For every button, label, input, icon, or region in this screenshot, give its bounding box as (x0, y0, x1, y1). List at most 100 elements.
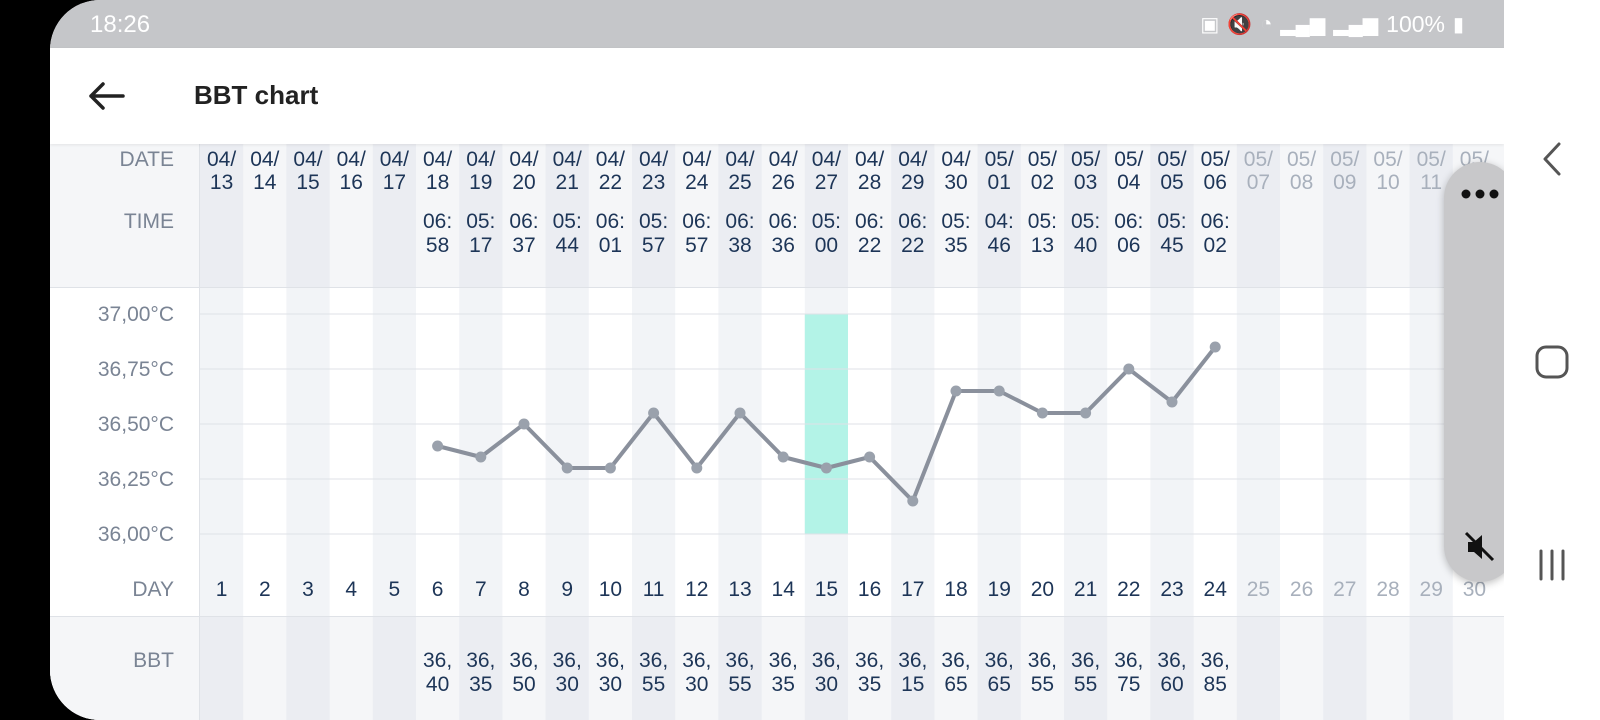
bbt-data-point (864, 451, 876, 463)
nav-back-button[interactable] (1524, 131, 1580, 187)
bbt-value-label: 36, (1201, 649, 1230, 672)
bbt-value-label: 55 (642, 673, 665, 696)
day-label: 22 (1117, 578, 1140, 601)
date-label: 04/ (207, 148, 236, 171)
date-label: 04/ (337, 148, 366, 171)
day-label: 3 (302, 578, 314, 601)
time-label: 05: (639, 210, 668, 233)
app-screen: 18:26 ▣ 🔇 ◔ ▂▄▆ ▂▄▆ 100% ▮ BBT chart 37,… (50, 0, 1504, 720)
bbt-value-label: 50 (512, 673, 535, 696)
day-label: 9 (561, 578, 573, 601)
status-time: 18:26 (90, 11, 151, 38)
header-band (50, 144, 1504, 288)
bbt-value-label: 35 (858, 673, 881, 696)
date-row-label: DATE (120, 148, 174, 171)
column-stripe (1236, 144, 1280, 720)
bbt-data-point (1166, 396, 1178, 408)
time-label: 05: (1028, 210, 1057, 233)
day-label: 8 (518, 578, 530, 601)
day-row-label: DAY (132, 578, 174, 601)
date-label: 05/ (1330, 148, 1359, 171)
bbt-data-point (1209, 341, 1221, 353)
app-bar: BBT chart (50, 48, 1504, 144)
time-row-label: TIME (124, 210, 174, 233)
bbt-chart[interactable]: 37,00°C 36,75°C 36,50°C 36,25°C 36,00°C DATE T… (50, 144, 1504, 720)
bbt-chart-svg: 37,00°C 36,75°C 36,50°C 36,25°C 36,00°C DATE T… (50, 144, 1504, 720)
column-stripe (286, 144, 330, 720)
date-label: 26 (772, 171, 795, 194)
date-label: 27 (815, 171, 838, 194)
time-label: 46 (988, 234, 1011, 257)
date-label: 04/ (596, 148, 625, 171)
day-label: 10 (599, 578, 622, 601)
date-label: 30 (944, 171, 967, 194)
bbt-data-point (907, 495, 919, 507)
bbt-value-label: 30 (815, 673, 838, 696)
bbt-data-point (432, 440, 444, 452)
more-button[interactable] (1450, 172, 1504, 216)
mute-button[interactable] (1450, 522, 1504, 572)
date-label: 05/ (1071, 148, 1100, 171)
day-label: 17 (901, 578, 924, 601)
date-label: 04/ (769, 148, 798, 171)
day-label: 21 (1074, 578, 1097, 601)
nav-home-button[interactable] (1524, 334, 1580, 390)
bbt-value-label: 60 (1160, 673, 1183, 696)
status-icons: ▣ 🔇 ◔ ▂▄▆ ▂▄▆ 100% ▮ (1200, 11, 1464, 38)
bbt-value-label: 36, (769, 649, 798, 672)
column-stripe (545, 144, 589, 720)
bbt-value-label: 40 (426, 673, 449, 696)
day-label: 1 (216, 578, 228, 601)
time-label: 04: (985, 210, 1014, 233)
date-label: 05/ (1244, 148, 1273, 171)
mute-icon (1464, 531, 1495, 562)
day-label: 28 (1376, 578, 1399, 601)
date-label: 17 (383, 171, 406, 194)
date-label: 18 (426, 171, 449, 194)
date-label: 05/ (1114, 148, 1143, 171)
wifi-icon: ◔ (1260, 13, 1273, 35)
time-label: 06 (1117, 234, 1140, 257)
nav-recents-button[interactable] (1524, 537, 1580, 593)
time-label: 57 (685, 234, 708, 257)
date-label: 24 (685, 171, 709, 194)
time-label: 05: (1157, 210, 1186, 233)
bbt-value-label: 35 (772, 673, 795, 696)
arrow-left-icon (89, 82, 125, 110)
bbt-data-point (1080, 407, 1092, 419)
day-label: 13 (728, 578, 751, 601)
time-label: 06: (682, 210, 711, 233)
page-title: BBT chart (194, 80, 319, 110)
time-label: 35 (944, 234, 967, 257)
bbt-value-label: 85 (1204, 673, 1227, 696)
bbt-data-point (648, 407, 660, 419)
bbt-value-label: 36, (509, 649, 538, 672)
back-button[interactable] (80, 70, 132, 122)
time-label: 01 (599, 234, 622, 257)
bbt-data-point (475, 451, 487, 463)
bbt-value-label: 36, (1157, 649, 1186, 672)
date-label: 14 (253, 171, 277, 194)
time-label: 05: (941, 210, 970, 233)
bbt-data-point (1123, 363, 1135, 375)
bbt-data-point (950, 385, 962, 397)
column-stripe (891, 144, 935, 720)
date-label: 28 (858, 171, 881, 194)
date-label: 22 (599, 171, 622, 194)
bbt-value-label: 30 (556, 673, 579, 696)
bbt-row-label: BBT (133, 649, 174, 672)
bbt-value-label: 36, (639, 649, 668, 672)
time-label: 05: (553, 210, 582, 233)
day-label: 25 (1247, 578, 1270, 601)
day-label: 29 (1420, 578, 1443, 601)
date-label: 04/ (725, 148, 754, 171)
day-label: 19 (988, 578, 1011, 601)
time-label: 44 (556, 234, 580, 257)
nav-home-icon (1535, 345, 1569, 379)
bbt-data-point (820, 462, 832, 474)
date-label: 05/ (1157, 148, 1186, 171)
column-stripe (372, 144, 416, 720)
time-label: 06: (855, 210, 884, 233)
time-label: 05: (466, 210, 495, 233)
date-label: 07 (1247, 171, 1270, 194)
